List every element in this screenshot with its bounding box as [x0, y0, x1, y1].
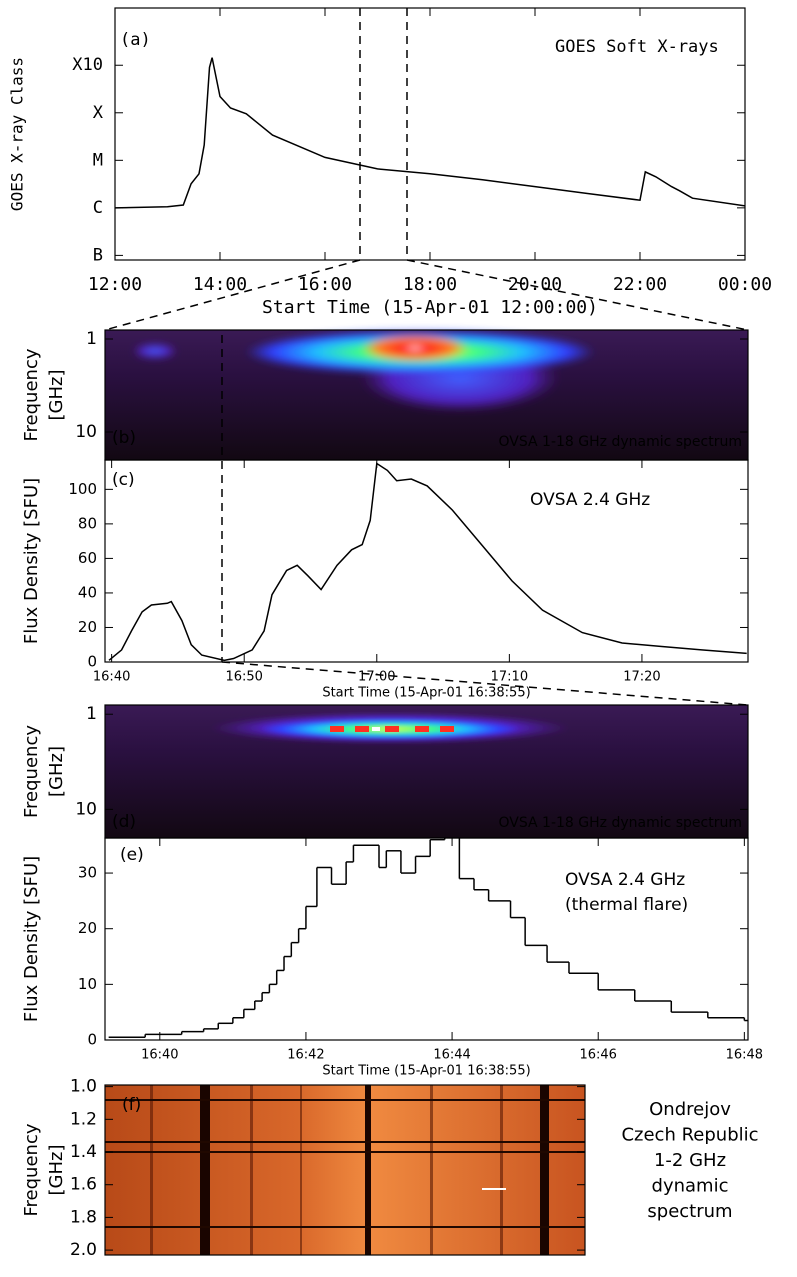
y-axis-title: Flux Density [SFU] [21, 478, 42, 644]
y-tick-label: 20 [78, 919, 97, 937]
y-tick-label: 100 [68, 480, 97, 498]
x-axis-title: Start Time (15-Apr-01 16:38:55) [322, 1064, 530, 1079]
x-tick-label: 16:40 [93, 670, 130, 685]
panel-label: (f) [122, 1095, 141, 1115]
annotation: OVSA 1-18 GHz dynamic spectrum [499, 815, 742, 831]
y-tick-label: 1.2 [70, 1109, 97, 1129]
y-tick-label: B [93, 245, 103, 265]
x-tick-label: 16:42 [287, 1048, 324, 1063]
annotation: dynamic [652, 1176, 729, 1197]
plot-frame [104, 459, 749, 663]
y-tick-label: 1.6 [70, 1175, 97, 1195]
y-tick-label: 1.4 [70, 1142, 97, 1162]
plot-frame [104, 837, 749, 1041]
y-axis-title: Frequency [21, 1123, 42, 1216]
annotation: OVSA 2.4 GHz [530, 490, 650, 510]
x-tick-label: 20:00 [508, 274, 562, 295]
x-tick-label: 12:00 [88, 274, 142, 295]
x-tick-label: 16:46 [579, 1048, 616, 1063]
panel-label: (a) [120, 30, 151, 50]
y-tick-label: M [93, 150, 103, 170]
y-tick-label: 1.8 [70, 1207, 97, 1227]
y-axis-title: [GHz] [46, 370, 67, 421]
y-axis-title: Flux Density [SFU] [21, 856, 42, 1022]
spectrum-d [105, 705, 748, 838]
x-tick-label: 16:40 [141, 1048, 178, 1063]
y-tick-label: 60 [78, 549, 97, 567]
y-axis-title: GOES X-ray Class [8, 57, 27, 211]
plot-frame [104, 1084, 586, 1256]
y-tick-label: 30 [78, 864, 97, 882]
y-tick-label: 10 [75, 422, 97, 442]
panel: B C M X X10 12:00 14:00 16:00 18:00 20:00 22:00 00:… [8, 7, 772, 318]
y-tick-label: 80 [78, 514, 97, 532]
data-line [115, 57, 745, 209]
y-tick-label: 1 [86, 329, 97, 349]
y-tick-label: X [93, 103, 104, 123]
y-axis-title: Frequency [21, 348, 42, 441]
y-tick-label: 1 [86, 704, 97, 724]
x-tick-label: 16:50 [225, 670, 262, 685]
annotation: OVSA 2.4 GHz [565, 870, 685, 890]
data-line [108, 462, 747, 662]
y-tick-label: 20 [78, 618, 97, 636]
panel: 0 10 20 30 16:40 16:42 16:44 16:46 16:48 Start Ti… [21, 837, 763, 1079]
y-tick-label: C [93, 198, 103, 218]
step-risers [144, 838, 746, 1038]
x-tick-label: 22:00 [613, 274, 667, 295]
annotation: GOES Soft X-rays [555, 37, 719, 57]
annotation: OVSA 1-18 GHz dynamic spectrum [499, 434, 742, 450]
y-tick-label: 10 [78, 975, 97, 993]
x-tick-label: 16:48 [726, 1048, 763, 1063]
x-tick-label: 17:20 [623, 670, 660, 685]
annotation: Czech Republic [621, 1125, 758, 1146]
x-axis-title: Start Time (15-Apr-01 12:00:00) [262, 297, 598, 318]
panel-label: (b) [112, 428, 136, 448]
spectrum-b [105, 330, 748, 460]
panel-label: (d) [112, 812, 136, 832]
annotation: 1-2 GHz [654, 1150, 726, 1171]
x-tick-label: 17:10 [491, 670, 528, 685]
y-axis-title: [GHz] [46, 1145, 67, 1196]
panel-label: (e) [120, 845, 144, 865]
y-tick-label: 0 [87, 653, 97, 671]
x-tick-label: 17:00 [358, 670, 395, 685]
x-tick-label: 14:00 [193, 274, 247, 295]
y-tick-label: 10 [75, 799, 97, 819]
y-tick-label: 0 [87, 1031, 97, 1049]
panel: 1 10 Frequency [GHz] (b) OVSA 1-18 GHz dynami… [21, 329, 749, 461]
y-tick-label: 2.0 [70, 1240, 97, 1260]
y-axis-title: Frequency [21, 725, 42, 818]
x-tick-label: 16:00 [298, 274, 352, 295]
zoom-guides [104, 8, 749, 706]
annotation: Ondrejov [649, 1099, 731, 1120]
panel: 1.0 1.2 1.4 1.6 1.8 2.0 Frequency [GHz] (f) Ondre… [21, 1077, 759, 1260]
x-tick-label: 18:00 [403, 274, 457, 295]
x-tick-label: 00:00 [718, 274, 772, 295]
x-tick-label: 16:44 [433, 1048, 470, 1063]
annotation: spectrum [647, 1201, 732, 1222]
y-axis-title: [GHz] [46, 746, 67, 797]
y-tick-label: X10 [72, 55, 103, 75]
panel-label: (c) [112, 470, 135, 490]
spectrum-f [105, 1085, 585, 1255]
y-tick-label: 1.0 [70, 1077, 97, 1097]
annotation: (thermal flare) [565, 895, 688, 915]
panel: 1 10 Frequency [GHz] (d) OVSA 1-18 GHz dynami… [21, 704, 749, 839]
panel: 0 20 40 60 80 100 16:40 16:50 17:00 17:10 17:20 Sta… [21, 459, 749, 701]
x-axis-title: Start Time (15-Apr-01 16:38:55) [322, 686, 530, 701]
y-tick-label: 40 [78, 583, 97, 601]
